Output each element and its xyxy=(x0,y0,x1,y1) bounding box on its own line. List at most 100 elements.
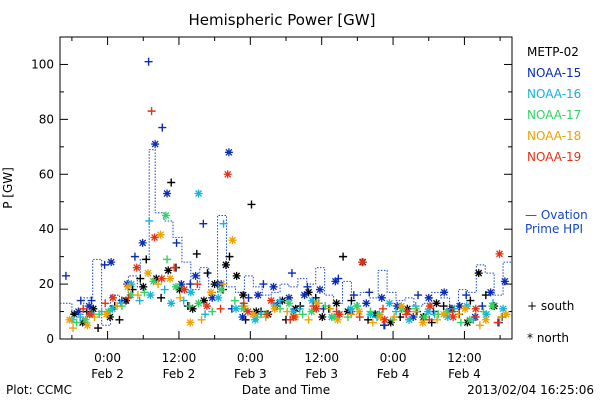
x-tick-label-date: Feb 4 xyxy=(448,367,481,381)
north-point xyxy=(251,315,260,324)
x-tick-label-time: 0:00 xyxy=(94,351,121,365)
north-point xyxy=(440,288,449,297)
north-point xyxy=(83,321,92,330)
north-point xyxy=(104,307,113,316)
north-point xyxy=(214,293,223,302)
north-point xyxy=(207,288,216,297)
north-point xyxy=(418,318,427,327)
south-point xyxy=(478,302,487,311)
north-point xyxy=(254,291,263,300)
north-point xyxy=(107,258,116,267)
north-point xyxy=(127,280,136,289)
north-point xyxy=(243,307,252,316)
south-point xyxy=(172,238,181,247)
north-point xyxy=(330,313,339,322)
north-point xyxy=(486,288,495,297)
south-point xyxy=(61,271,70,280)
y-axis: 0 20 40 60 80 100 xyxy=(31,57,512,346)
north-point xyxy=(139,282,148,291)
north-point xyxy=(126,291,135,300)
south-point xyxy=(466,296,475,305)
south-point xyxy=(321,302,330,311)
north-point xyxy=(105,313,114,322)
north-point xyxy=(108,304,117,313)
north-point xyxy=(333,315,342,324)
x-tick-label-time: 0:00 xyxy=(237,351,264,365)
south-point xyxy=(186,280,195,289)
north-point xyxy=(403,307,412,316)
south-point xyxy=(439,302,448,311)
north-point xyxy=(156,230,165,239)
south-point xyxy=(145,216,154,225)
north-point xyxy=(232,304,241,313)
south-point xyxy=(201,310,210,319)
south-point xyxy=(287,269,296,278)
legend-south-label: + south xyxy=(527,299,574,313)
north-point xyxy=(499,304,508,313)
north-point xyxy=(122,296,131,305)
north-point xyxy=(132,263,141,272)
south-point xyxy=(219,280,228,289)
north-point xyxy=(161,211,170,220)
north-point xyxy=(300,291,309,300)
south-point xyxy=(94,324,103,333)
y-tick-label: 60 xyxy=(39,167,54,181)
south-point xyxy=(471,313,480,322)
north-point xyxy=(380,315,389,324)
south-point xyxy=(193,280,202,289)
south-point xyxy=(176,293,185,302)
north-point xyxy=(223,170,232,179)
south-point xyxy=(208,307,217,316)
north-point xyxy=(232,271,241,280)
north-point xyxy=(270,304,279,313)
north-point xyxy=(85,302,94,311)
north-point xyxy=(163,189,172,198)
south-point xyxy=(197,315,206,324)
north-point xyxy=(186,288,195,297)
north-point xyxy=(385,299,394,308)
north-point xyxy=(335,310,344,319)
south-point xyxy=(303,282,312,291)
north-point xyxy=(465,315,474,324)
legend-series-name: NOAA-15 xyxy=(527,66,581,80)
x-tick-label-date: Feb 4 xyxy=(377,367,410,381)
south-point xyxy=(411,307,420,316)
north-point xyxy=(202,302,211,311)
north-point xyxy=(167,299,176,308)
north-point xyxy=(488,302,497,311)
north-point xyxy=(495,249,504,258)
south-point xyxy=(247,200,256,209)
south-point xyxy=(239,299,248,308)
south-point xyxy=(283,307,292,316)
north-point xyxy=(432,299,441,308)
north-point xyxy=(352,302,361,311)
y-tick-label: 80 xyxy=(39,112,54,126)
footer-timestamp: 2013/02/04 16:25:06 xyxy=(467,383,594,397)
north-point xyxy=(332,299,341,308)
south-point xyxy=(392,307,401,316)
south-point xyxy=(192,249,201,258)
north-point xyxy=(149,277,158,286)
legend-ovation-line1: — Ovation xyxy=(525,208,588,222)
south-point xyxy=(170,263,179,272)
south-point xyxy=(130,252,139,261)
north-point xyxy=(224,148,233,157)
north-point xyxy=(157,274,166,283)
south-point xyxy=(115,315,124,324)
north-point xyxy=(249,310,258,319)
north-point xyxy=(89,304,98,313)
north-point xyxy=(312,299,321,308)
north-point xyxy=(304,288,313,297)
north-point xyxy=(462,302,471,311)
north-point xyxy=(65,315,74,324)
legend-series-name: METP-02 xyxy=(527,45,579,59)
north-point xyxy=(208,293,217,302)
south-point xyxy=(339,252,348,261)
x-tick-label-date: Feb 2 xyxy=(91,367,124,381)
north-point xyxy=(81,315,90,324)
south-point xyxy=(276,296,285,305)
south-point xyxy=(140,288,149,297)
north-point xyxy=(239,291,248,300)
north-point xyxy=(164,266,173,275)
y-tick-label: 0 xyxy=(46,332,54,346)
